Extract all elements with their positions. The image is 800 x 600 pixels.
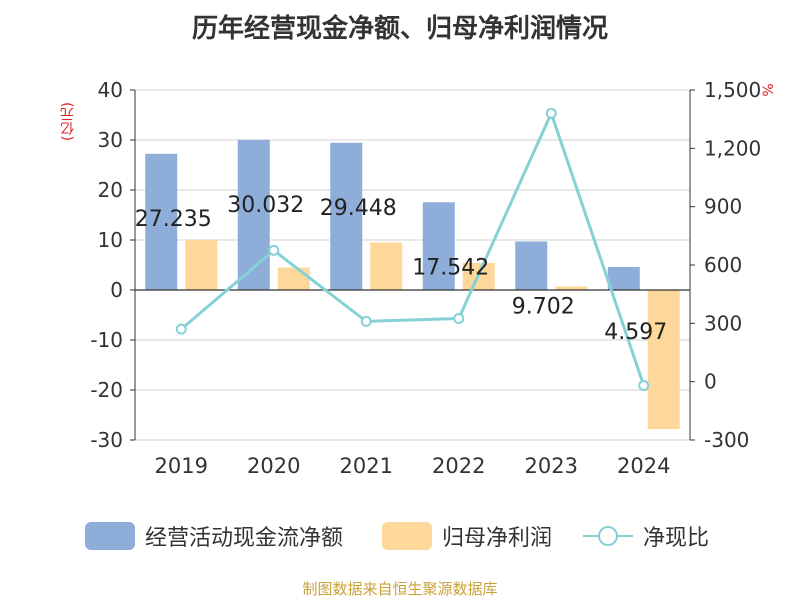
left-axis-tick-label: 40: [98, 78, 123, 102]
right-axis-tick-label: 1,500: [704, 78, 761, 102]
bar-net-profit-2024: [647, 290, 680, 429]
ratio-point-2023: [545, 107, 557, 119]
legend-item-net-profit[interactable]: 归母净利润: [382, 518, 552, 554]
right-axis-tick-label: -300: [704, 428, 749, 452]
bar-net-profit-2023: [555, 286, 588, 290]
legend-swatch-net-profit: [382, 522, 432, 550]
data-label-ocf-2019: 27.235: [135, 207, 212, 232]
bar-ocf-2021: [330, 142, 363, 290]
legend-item-ratio[interactable]: 净现比: [583, 518, 709, 554]
right-axis-tick-label: 0: [704, 370, 717, 394]
ratio-point-2021: [360, 315, 372, 327]
data-label-ocf-2020: 30.032: [227, 193, 304, 218]
bar-ocf-2023: [515, 241, 548, 290]
bar-ocf-2022: [422, 202, 455, 290]
ratio-point-2019: [175, 323, 187, 335]
ratio-point-2022: [453, 312, 465, 324]
chart-title: 历年经营现金净额、归母净利润情况: [191, 14, 608, 44]
right-axis-tick-label: 1,200: [704, 136, 761, 160]
data-source-note: 制图数据来自恒生聚源数据库: [302, 580, 498, 598]
bar-ocf-2019: [145, 153, 178, 290]
legend-label-ratio: 净现比: [643, 526, 710, 551]
data-label-ocf-2023: 9.702: [512, 294, 575, 319]
legend-label-ocf: 经营活动现金流净额: [145, 526, 344, 551]
legend-item-ocf[interactable]: 经营活动现金流净额: [85, 518, 343, 554]
ratio-point-2020: [268, 244, 280, 256]
left-axis-tick-label: 10: [98, 228, 123, 252]
x-axis-tick-label: 2021: [340, 454, 393, 478]
bar-net-profit-2019: [185, 240, 218, 290]
left-axis-tick-label: 20: [98, 178, 123, 202]
data-label-ocf-2024: 4.597: [604, 320, 667, 345]
right-axis-tick-label: 300: [704, 311, 742, 335]
ratio-point-2024: [638, 380, 650, 392]
bar-net-profit-2021: [370, 242, 403, 290]
left-axis-tick-label: -30: [90, 428, 123, 452]
data-label-ocf-2021: 29.448: [320, 196, 397, 221]
legend-swatch-ocf: [85, 522, 135, 550]
bar-ocf-2020: [237, 139, 270, 290]
left-axis-tick-label: 30: [98, 128, 123, 152]
legend-label-net-profit: 归母净利润: [442, 526, 553, 551]
x-axis-tick-label: 2019: [155, 454, 208, 478]
x-axis-tick-label: 2023: [525, 454, 578, 478]
data-label-ocf-2022: 17.542: [412, 255, 489, 280]
bar-ocf-2024: [607, 267, 640, 290]
x-axis-tick-label: 2022: [432, 454, 485, 478]
chart-legend: 经营活动现金流净额 归母净利润 净现比: [0, 518, 800, 554]
left-axis-tick-label: 0: [110, 278, 123, 302]
right-axis-tick-label: 900: [704, 195, 742, 219]
left-axis-tick-label: -20: [90, 378, 123, 402]
x-axis-tick-label: 2024: [617, 454, 670, 478]
legend-line-ratio: [583, 522, 633, 550]
ratio-line: [180, 109, 646, 387]
right-axis-tick-label: 600: [704, 253, 742, 277]
bar-net-profit-2020: [277, 267, 310, 290]
left-axis-tick-label: -10: [90, 328, 123, 352]
x-axis-tick-label: 2020: [247, 454, 300, 478]
